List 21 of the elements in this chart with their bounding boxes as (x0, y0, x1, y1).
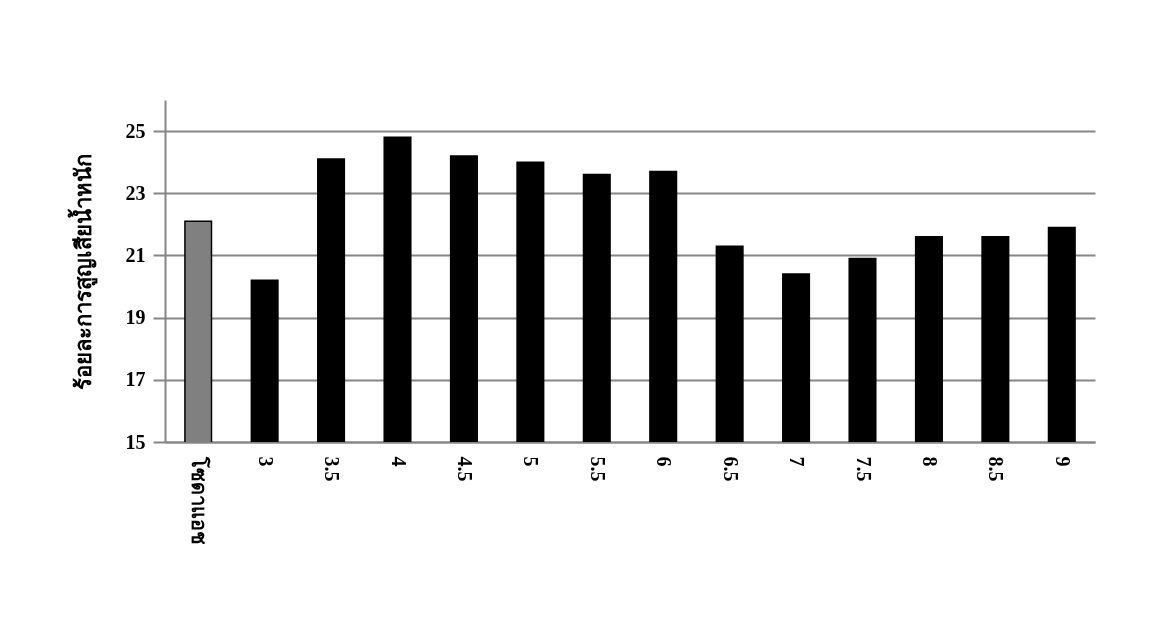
x-tick-label: 7.5 (852, 456, 875, 482)
x-tick-label: 3.5 (321, 456, 344, 482)
y-tick-label: 15 (125, 430, 146, 453)
y-tick-label: 17 (125, 368, 146, 391)
x-tick-label: 5 (520, 456, 543, 467)
x-tick-label: โซดาแอช (188, 455, 212, 545)
x-tick-label: 8 (918, 456, 941, 467)
y-tick-label: 19 (125, 306, 146, 329)
y-tick-label: 23 (125, 181, 146, 204)
x-tick-label: 4 (387, 456, 410, 467)
y-tick-label: 21 (125, 243, 146, 266)
y-tick-label: 25 (125, 119, 146, 142)
x-tick-label: 6.5 (719, 456, 742, 482)
y-axis-title: ร้อยละการสูญเสียน้ำหนัก (66, 153, 98, 390)
x-tick-label: 9 (1051, 456, 1074, 467)
x-tick-label: 6 (653, 456, 676, 467)
x-tick-label: 7 (786, 456, 809, 467)
x-tick-label: 3 (254, 456, 277, 467)
x-tick-label: 4.5 (453, 456, 476, 482)
x-tick-label: 8.5 (985, 456, 1008, 482)
x-tick-label: 5.5 (586, 456, 609, 482)
